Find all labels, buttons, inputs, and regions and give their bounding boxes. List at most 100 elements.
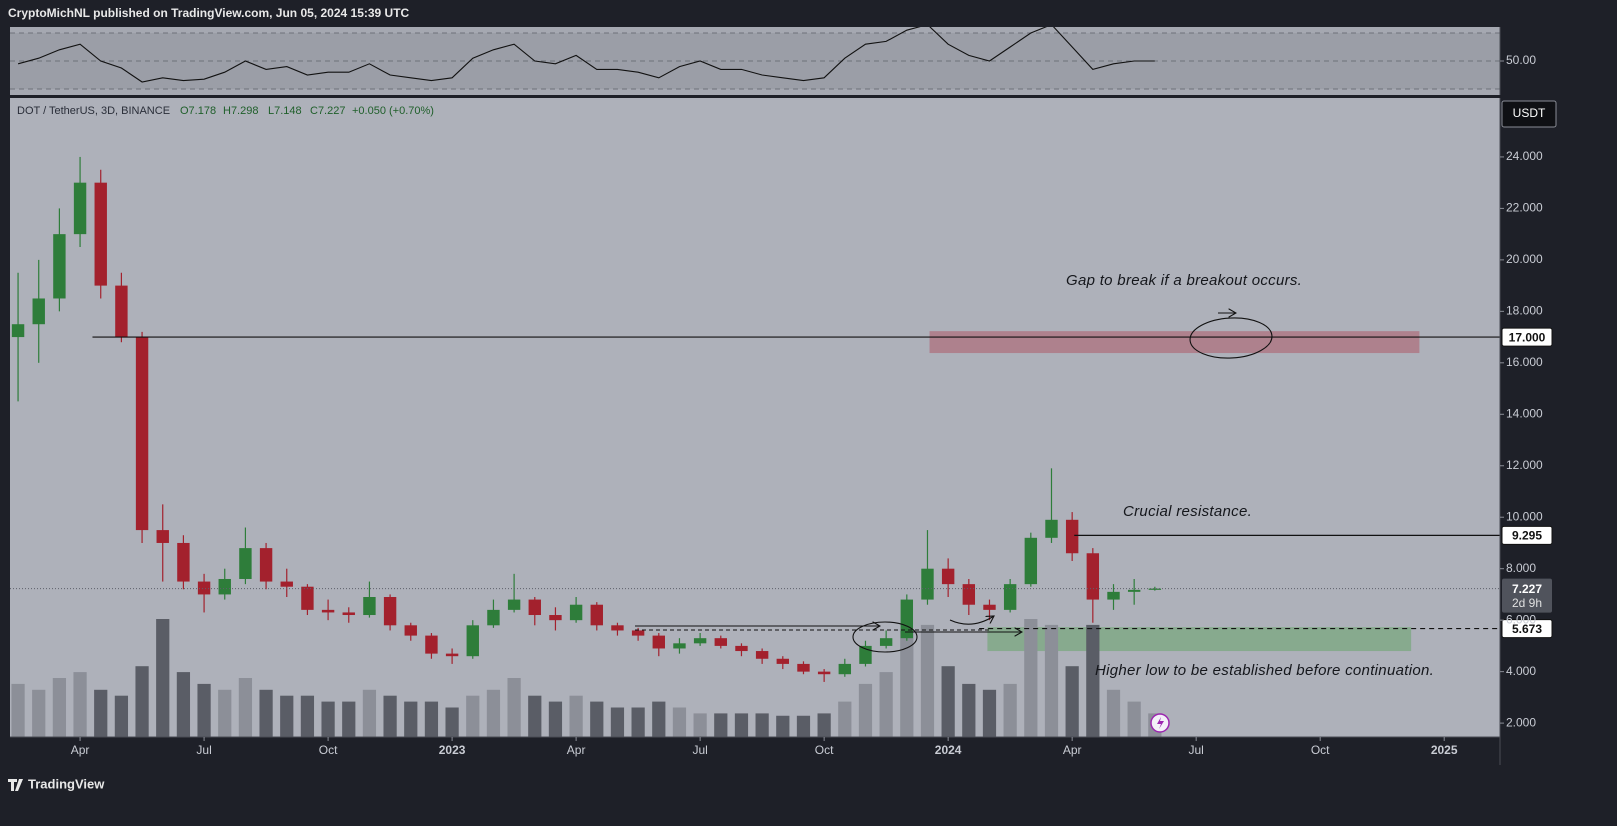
candle-body <box>115 285 128 338</box>
price-tag <box>1501 619 1553 639</box>
price-tag <box>1501 327 1553 347</box>
candle-body <box>1148 588 1162 590</box>
candle-body <box>941 568 955 585</box>
x-tick-label: Oct <box>1311 743 1330 757</box>
x-tick-label: Apr <box>71 743 90 757</box>
y-tick-label: 20.000 <box>1506 252 1543 266</box>
x-tick-label: Oct <box>815 743 834 757</box>
volume-bar <box>1003 683 1017 737</box>
volume-bar <box>507 678 521 737</box>
candle-body <box>590 604 603 626</box>
volume-bar <box>652 701 666 737</box>
candle-body <box>735 645 748 652</box>
candle-body <box>363 597 376 616</box>
y-tick-label: 6.000 <box>1506 612 1536 626</box>
rsi-band <box>10 33 1500 89</box>
candle-body <box>1127 589 1141 592</box>
volume-bar <box>114 695 129 737</box>
y-tick-label: 10.000 <box>1506 509 1543 523</box>
price-tag-label: 5.673 <box>1512 622 1542 636</box>
legend-high: H7.298 <box>223 105 258 117</box>
candle-body <box>507 599 521 610</box>
publisher: CryptoMichNL published on TradingView.co… <box>8 6 410 20</box>
candle-body <box>301 586 314 610</box>
candle-body <box>693 638 707 644</box>
candle-body <box>94 182 107 286</box>
legend-symbol: DOT / TetherUS, 3D, BINANCE <box>17 105 170 117</box>
candle-body <box>11 324 25 338</box>
volume-bar <box>156 619 170 737</box>
candle-body <box>342 612 355 616</box>
candle-body <box>838 663 852 675</box>
volume-bar <box>755 713 769 737</box>
volume-bar <box>362 689 377 737</box>
circle-drawing <box>1189 317 1273 359</box>
volume-bar <box>424 701 439 737</box>
legend-change: +0.050 (+0.70%) <box>352 105 434 117</box>
candle-body <box>425 635 438 654</box>
volume-bar <box>528 695 542 737</box>
candle-body <box>652 635 665 649</box>
price-axis <box>1500 27 1617 765</box>
volume-bar <box>610 707 625 737</box>
volume-bar <box>238 678 253 737</box>
volume-bar <box>383 695 397 737</box>
volume-bar <box>52 678 67 737</box>
x-tick-label: Apr <box>567 743 586 757</box>
price-zone <box>929 331 1420 354</box>
x-tick-label: 2024 <box>935 743 962 757</box>
candle-body <box>177 542 190 582</box>
volume-bar <box>838 701 852 737</box>
candle-body <box>1086 553 1100 600</box>
volume-bar <box>817 713 831 737</box>
volume-bar <box>218 689 232 737</box>
volume-bar <box>631 707 645 737</box>
volume-bar <box>734 713 749 737</box>
candle-body <box>817 671 831 675</box>
candle-body <box>900 599 914 639</box>
x-tick-label: Oct <box>319 743 338 757</box>
x-tick-label: Jul <box>1188 743 1203 757</box>
volume-bar <box>982 689 997 737</box>
candle-body <box>797 663 810 672</box>
alert-icon-glyph <box>1157 717 1164 729</box>
candle-body <box>404 625 417 636</box>
candle-body <box>962 584 976 605</box>
y-tick-label: 14.000 <box>1506 406 1543 420</box>
price-tag <box>1501 525 1553 545</box>
volume-bar <box>404 701 418 737</box>
price-tag-label: 17.000 <box>1509 330 1546 344</box>
candle-body <box>528 599 541 616</box>
annotation: Higher low to be established before cont… <box>1095 662 1434 679</box>
y-tick-label: 8.000 <box>1506 561 1536 575</box>
volume-bar <box>1127 701 1141 737</box>
circle-drawing <box>852 621 918 653</box>
volume-bar <box>590 701 604 737</box>
volume-bar <box>920 624 935 737</box>
volume-bar <box>259 689 273 737</box>
candle-body <box>197 581 211 595</box>
candle-body <box>755 651 769 659</box>
time-axis <box>10 737 1500 765</box>
candle-body <box>569 604 583 621</box>
last-price-label: 7.227 <box>1512 582 1542 596</box>
currency-box[interactable] <box>1501 100 1557 128</box>
volume-bar <box>486 689 501 737</box>
candle-body <box>611 625 624 631</box>
volume-bar <box>280 695 294 737</box>
candle-body <box>383 597 397 626</box>
volume-bar <box>466 695 480 737</box>
candle-body <box>135 337 149 531</box>
volume-bar <box>776 715 790 737</box>
currency: USDT <box>1513 106 1546 120</box>
volume-bar <box>941 666 955 737</box>
price-tag-label: 9.295 <box>1512 529 1542 543</box>
volume-bar <box>321 701 335 737</box>
candle-body <box>156 530 169 543</box>
volume-bar <box>300 695 315 737</box>
volume-bar <box>1024 619 1038 737</box>
candle-body <box>280 581 293 587</box>
candle-body <box>714 638 727 646</box>
volume-bar <box>94 689 108 737</box>
volume-bar <box>569 695 583 737</box>
